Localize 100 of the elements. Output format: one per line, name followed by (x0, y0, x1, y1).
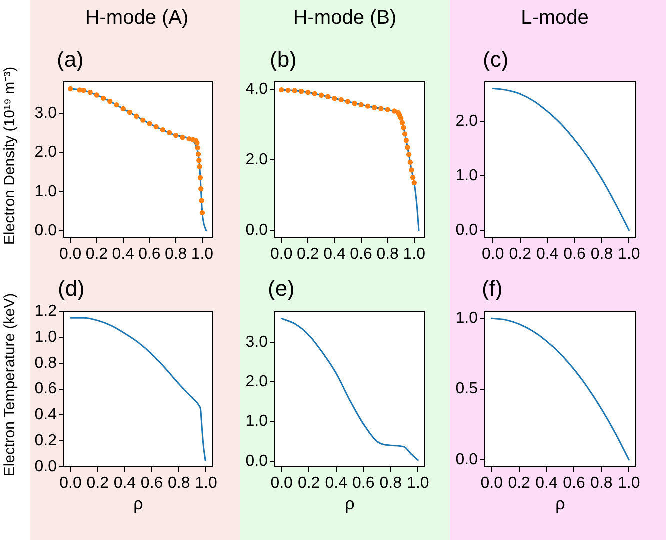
y-tick-label: 0.6 (34, 380, 58, 398)
point (68, 86, 74, 92)
x-tick-label: 0.4 (114, 475, 136, 492)
point (196, 158, 202, 164)
x-tick-label: 0.4 (112, 246, 135, 264)
x-axis-title: ρ (345, 494, 355, 514)
x-tick-label: 0.6 (352, 475, 375, 492)
point (286, 88, 291, 94)
point (127, 110, 133, 116)
point (385, 107, 390, 112)
point (166, 130, 172, 136)
point (147, 121, 152, 126)
y-tick-label: 0.0 (34, 222, 58, 240)
point (196, 152, 202, 157)
point (409, 168, 414, 173)
x-tick-label: 0.2 (86, 246, 108, 264)
point (406, 152, 412, 158)
point (199, 198, 204, 204)
x-tick-label: 0.0 (482, 246, 504, 264)
x-tick-label: 1.0 (191, 246, 214, 264)
point (292, 88, 298, 94)
x-tick-label: 0.8 (590, 475, 613, 492)
y-tick-label: 2.0 (34, 144, 58, 162)
y-tick-label: 1.0 (246, 413, 268, 430)
x-tick-label: 0.8 (376, 246, 400, 264)
point (108, 98, 113, 104)
x-tick-label: 0.4 (325, 475, 348, 492)
x-tick-label: 0.2 (297, 246, 320, 264)
point (318, 92, 324, 98)
point (194, 140, 200, 146)
point (198, 175, 204, 180)
text: (f) (482, 276, 503, 301)
point (358, 102, 364, 108)
x-tick-label: 0.2 (508, 475, 531, 492)
y-tick-label: 0.0 (34, 458, 58, 476)
point (400, 120, 406, 126)
point (88, 90, 93, 96)
y-tick-label: 1.2 (34, 303, 58, 320)
point (306, 90, 311, 96)
point (408, 160, 413, 166)
y-tick-label: 1.0 (34, 183, 58, 200)
point (160, 127, 166, 133)
x-tick-label: 0.0 (59, 246, 82, 264)
x-tick-label: 1.0 (195, 475, 218, 492)
point (298, 88, 304, 94)
text: (a) (57, 47, 84, 72)
point (100, 96, 106, 102)
y-tick-label: 1.0 (456, 167, 478, 184)
point (279, 87, 284, 93)
x-tick-label: 0.6 (138, 246, 161, 264)
y-axis-title: Electron Temperature (keV) (2, 293, 18, 477)
x-tick-label: 0.4 (536, 246, 559, 264)
point (372, 105, 378, 110)
x-tick-label: 0.0 (270, 246, 293, 264)
point (365, 104, 371, 109)
point (81, 88, 86, 94)
text: (e) (268, 276, 295, 301)
point (198, 186, 204, 192)
y-tick-label: 1.0 (34, 328, 58, 346)
point (120, 106, 126, 112)
x-tick-label: 0.0 (60, 475, 82, 492)
y-tick-label: 2.0 (246, 374, 268, 391)
x-tick-label: 1.0 (407, 475, 430, 492)
point (410, 175, 416, 180)
y-tick-label: 0.0 (246, 452, 268, 470)
y-tick-label: 0.4 (34, 406, 58, 424)
x-tick-label: 0.8 (590, 246, 614, 264)
y-tick-label: 2.0 (456, 112, 478, 130)
y-axis-title: Electron Density (10¹⁹ m⁻³) (2, 66, 18, 245)
y-tick-label: 0.0 (456, 451, 478, 468)
line-series (491, 318, 630, 461)
x-tick-label: 0.4 (324, 246, 346, 264)
x-tick-label: 0.0 (480, 475, 504, 492)
point (332, 96, 338, 102)
text: (c) (483, 47, 509, 72)
y-tick-label: 0.0 (246, 222, 268, 239)
y-tick-label: 0.2 (34, 432, 58, 450)
x-tick-label: 0.6 (564, 246, 586, 264)
point (312, 91, 318, 97)
chart-title: L-mode (521, 7, 589, 29)
x-tick-label: 0.4 (536, 475, 558, 492)
x-tick-label: 0.2 (86, 475, 110, 492)
line-series (492, 88, 630, 232)
point (404, 138, 410, 144)
y-tick-label: 0.0 (456, 222, 478, 239)
x-tick-label: 0.8 (164, 246, 188, 264)
chart-title: H-mode (B) (293, 7, 397, 29)
y-tick-label: 0.8 (34, 354, 58, 372)
y-tick-label: 4.0 (246, 80, 268, 98)
point (180, 134, 186, 140)
point (195, 145, 200, 151)
point (405, 145, 410, 150)
y-tick-label: 2.0 (246, 151, 268, 168)
x-tick-label: 0.2 (509, 246, 532, 264)
x-tick-label: 1.0 (618, 246, 640, 264)
x-tick-label: 1.0 (618, 475, 640, 492)
point (197, 164, 202, 170)
x-tick-label: 0.6 (350, 246, 372, 264)
line-series (281, 318, 419, 462)
x-tick-label: 0.6 (563, 475, 586, 492)
